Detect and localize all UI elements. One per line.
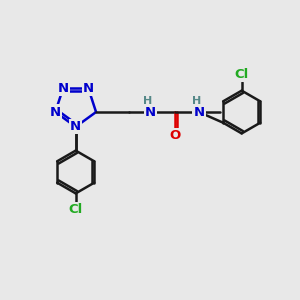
Text: N: N <box>193 106 204 118</box>
Text: N: N <box>70 120 81 133</box>
Text: H: H <box>192 96 201 106</box>
Text: Cl: Cl <box>69 203 83 216</box>
Text: O: O <box>169 129 180 142</box>
Text: N: N <box>50 106 61 118</box>
Text: N: N <box>145 106 156 118</box>
Text: N: N <box>58 82 69 94</box>
Text: H: H <box>143 96 152 106</box>
Text: Cl: Cl <box>235 68 249 81</box>
Text: N: N <box>83 82 94 94</box>
